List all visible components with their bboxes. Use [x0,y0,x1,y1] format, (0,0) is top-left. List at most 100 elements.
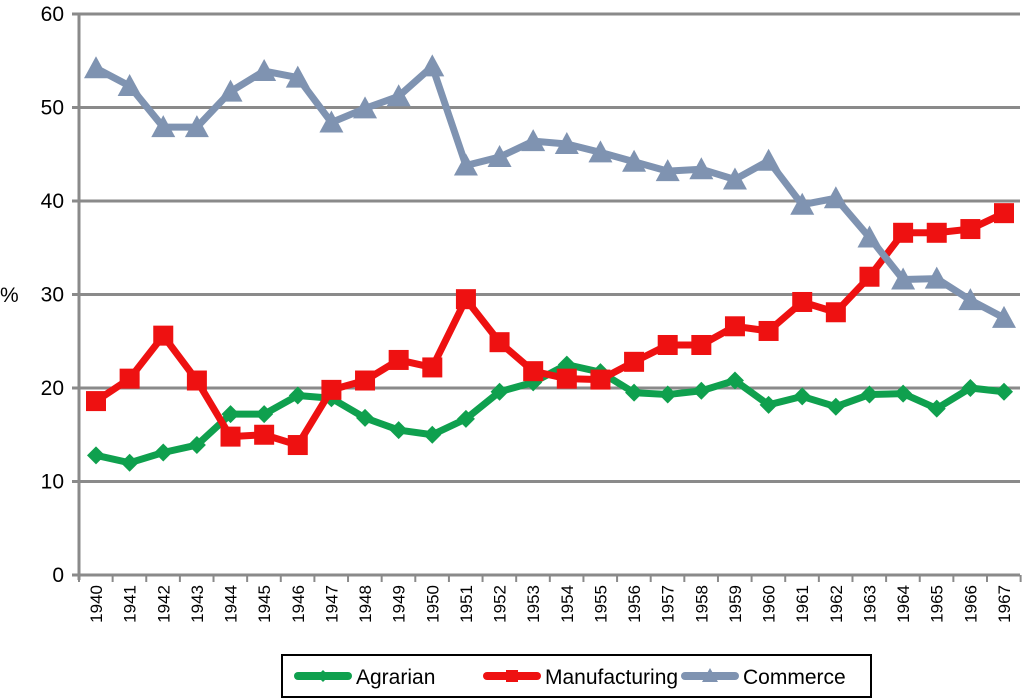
x-tick-label: 1947 [322,585,341,623]
commerce-point [453,153,478,176]
x-tick-label: 1966 [961,585,980,623]
x-tick-label: 1952 [491,585,510,623]
agrarian-point [625,383,644,402]
manufacturing-point [556,368,577,389]
manufacturing-point [455,289,476,310]
commerce-point [218,79,243,102]
commerce-point [184,115,209,138]
commerce-point [857,225,882,248]
agrarian-point [154,443,173,462]
series-group [84,54,1016,472]
agrarian-point [221,405,240,424]
commerce-point [756,148,781,171]
agrarian-point [456,409,475,428]
commerce-point [958,288,983,311]
manufacturing-point [119,368,140,389]
legend-box [281,654,872,698]
commerce-point [252,59,277,82]
commerce-point [790,192,815,215]
agrarian-point [87,446,105,465]
legend-label-commerce: Commerce [743,666,846,689]
commerce-point [487,145,512,168]
agrarian-point [658,385,677,404]
legend-label-agrarian: Agrarian [356,666,435,689]
agrarian-point [187,436,206,455]
manufacturing-point [489,332,510,353]
commerce-line [94,62,1006,321]
commerce-point [84,56,108,79]
manufacturing-point [388,349,409,370]
manufacturing-point [926,222,947,243]
x-tick-label: 1944 [222,585,241,623]
commerce-point [992,305,1016,328]
commerce-point [823,186,848,209]
manufacturing-point [624,351,645,372]
manufacturing-point [355,370,376,391]
agrarian-point [927,399,946,418]
x-tick-label: 1961 [793,585,812,623]
x-tick-label: 1941 [121,585,140,623]
legend-marker-commerce [702,668,718,682]
gridlines [72,12,1020,577]
x-tick-label: 1960 [760,585,779,623]
y-axis-ticks: 0 10 20 30 40 50 60 [41,3,64,587]
agrarian-point [288,386,307,405]
manufacturing-point [590,369,611,390]
x-tick-label: 1965 [928,585,947,623]
commerce-point [420,54,445,77]
x-tick-label: 1964 [894,585,913,623]
commerce-point [588,140,613,163]
x-tick-label: 1956 [625,585,644,623]
x-tick-label: 1951 [457,585,476,623]
x-tick-label: 1957 [659,585,678,623]
agrarian-point [692,381,711,400]
y-tick-label: 60 [41,3,64,26]
agrarian-point [255,405,274,424]
manufacturing-point [960,219,981,240]
series-commerce [84,54,1016,328]
commerce-point [117,73,142,96]
y-tick-label: 40 [41,190,64,213]
x-tick-label: 1962 [827,585,846,623]
commerce-point [924,266,949,289]
x-tick-label: 1948 [356,585,375,623]
manufacturing-line [94,209,1006,449]
agrarian-point [490,382,509,401]
x-tick-label: 1954 [558,585,577,623]
x-tick-label: 1959 [726,585,745,623]
commerce-point [521,129,546,152]
manufacturing-point [523,361,544,382]
x-tick-label: 1940 [87,585,106,623]
agrarian-point [725,371,744,390]
manufacturing-point [825,302,846,323]
manufacturing-point [691,334,712,355]
manufacturing-point [186,370,207,391]
x-tick-label: 1943 [188,585,207,623]
manufacturing-point [86,391,106,412]
legend-marker-manufacturing [506,670,518,682]
commerce-point [689,157,714,180]
x-tick-label: 1967 [995,585,1014,623]
x-tick-label: 1953 [524,585,543,623]
commerce-point [891,267,916,290]
y-tick-label: 20 [41,377,64,400]
manufacturing-point [153,325,174,346]
commerce-point [151,115,176,138]
y-tick-label: 10 [41,471,64,494]
manufacturing-point [792,291,813,312]
agrarian-point [961,379,980,397]
x-tick-label: 1963 [860,585,879,623]
manufacturing-point [287,435,308,456]
agrarian-point [759,395,778,414]
agrarian-point [793,387,812,406]
x-tick-label: 1946 [289,585,308,623]
y-tick-label: 30 [41,284,64,307]
legend-label-manufacturing: Manufacturing [545,666,678,689]
manufacturing-point [657,334,678,355]
commerce-point [622,149,647,172]
agrarian-point [423,425,442,444]
y-tick-label: 0 [52,564,64,587]
agrarian-point [860,385,879,404]
manufacturing-point [893,222,914,243]
